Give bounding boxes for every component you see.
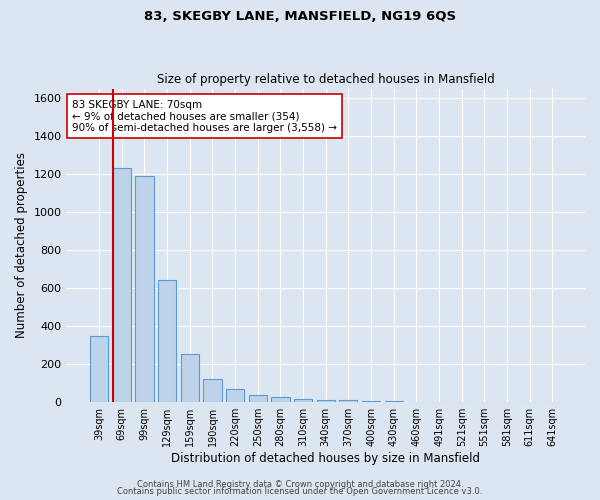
Text: Contains public sector information licensed under the Open Government Licence v3: Contains public sector information licen… [118,487,482,496]
Y-axis label: Number of detached properties: Number of detached properties [15,152,28,338]
Bar [226,389,244,402]
Bar [249,395,267,402]
X-axis label: Distribution of detached houses by size in Mansfield: Distribution of detached houses by size … [171,452,480,465]
Text: 83 SKEGBY LANE: 70sqm
← 9% of detached houses are smaller (354)
90% of semi-deta: 83 SKEGBY LANE: 70sqm ← 9% of detached h… [72,100,337,132]
Bar [317,400,335,402]
Title: Size of property relative to detached houses in Mansfield: Size of property relative to detached ho… [157,73,494,86]
Bar [294,400,312,402]
Bar [181,354,199,402]
Bar [362,400,380,402]
Bar [340,400,358,402]
Bar [90,336,108,402]
Bar [271,398,290,402]
Bar [136,176,154,402]
Bar [158,280,176,402]
Text: 83, SKEGBY LANE, MANSFIELD, NG19 6QS: 83, SKEGBY LANE, MANSFIELD, NG19 6QS [144,10,456,23]
Text: Contains HM Land Registry data © Crown copyright and database right 2024.: Contains HM Land Registry data © Crown c… [137,480,463,489]
Bar [203,380,221,402]
Bar [113,168,131,402]
Bar [385,401,403,402]
